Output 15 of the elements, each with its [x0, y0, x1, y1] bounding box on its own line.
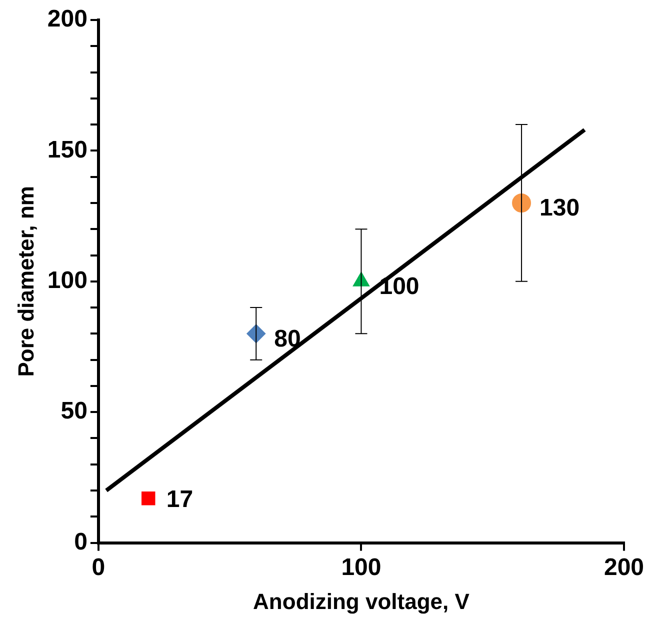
- y-tick-label: 150: [47, 136, 88, 164]
- x-tick-label: 100: [341, 554, 382, 581]
- y-axis-title: Pore diameter, nm: [13, 186, 38, 377]
- y-tick-label: 50: [60, 398, 88, 425]
- data-label: 130: [540, 194, 580, 222]
- y-tick-label: 100: [47, 267, 88, 294]
- x-tick-label: 200: [604, 554, 644, 581]
- y-tick-label: 0: [74, 528, 88, 556]
- x-tick-label: 0: [92, 554, 106, 581]
- y-tick-label: 200: [47, 6, 88, 33]
- data-label: 17: [166, 486, 194, 513]
- x-axis-title: Anodizing voltage, V: [253, 588, 470, 614]
- point: [142, 492, 156, 506]
- point: [512, 193, 532, 212]
- data-label: 80: [274, 325, 301, 352]
